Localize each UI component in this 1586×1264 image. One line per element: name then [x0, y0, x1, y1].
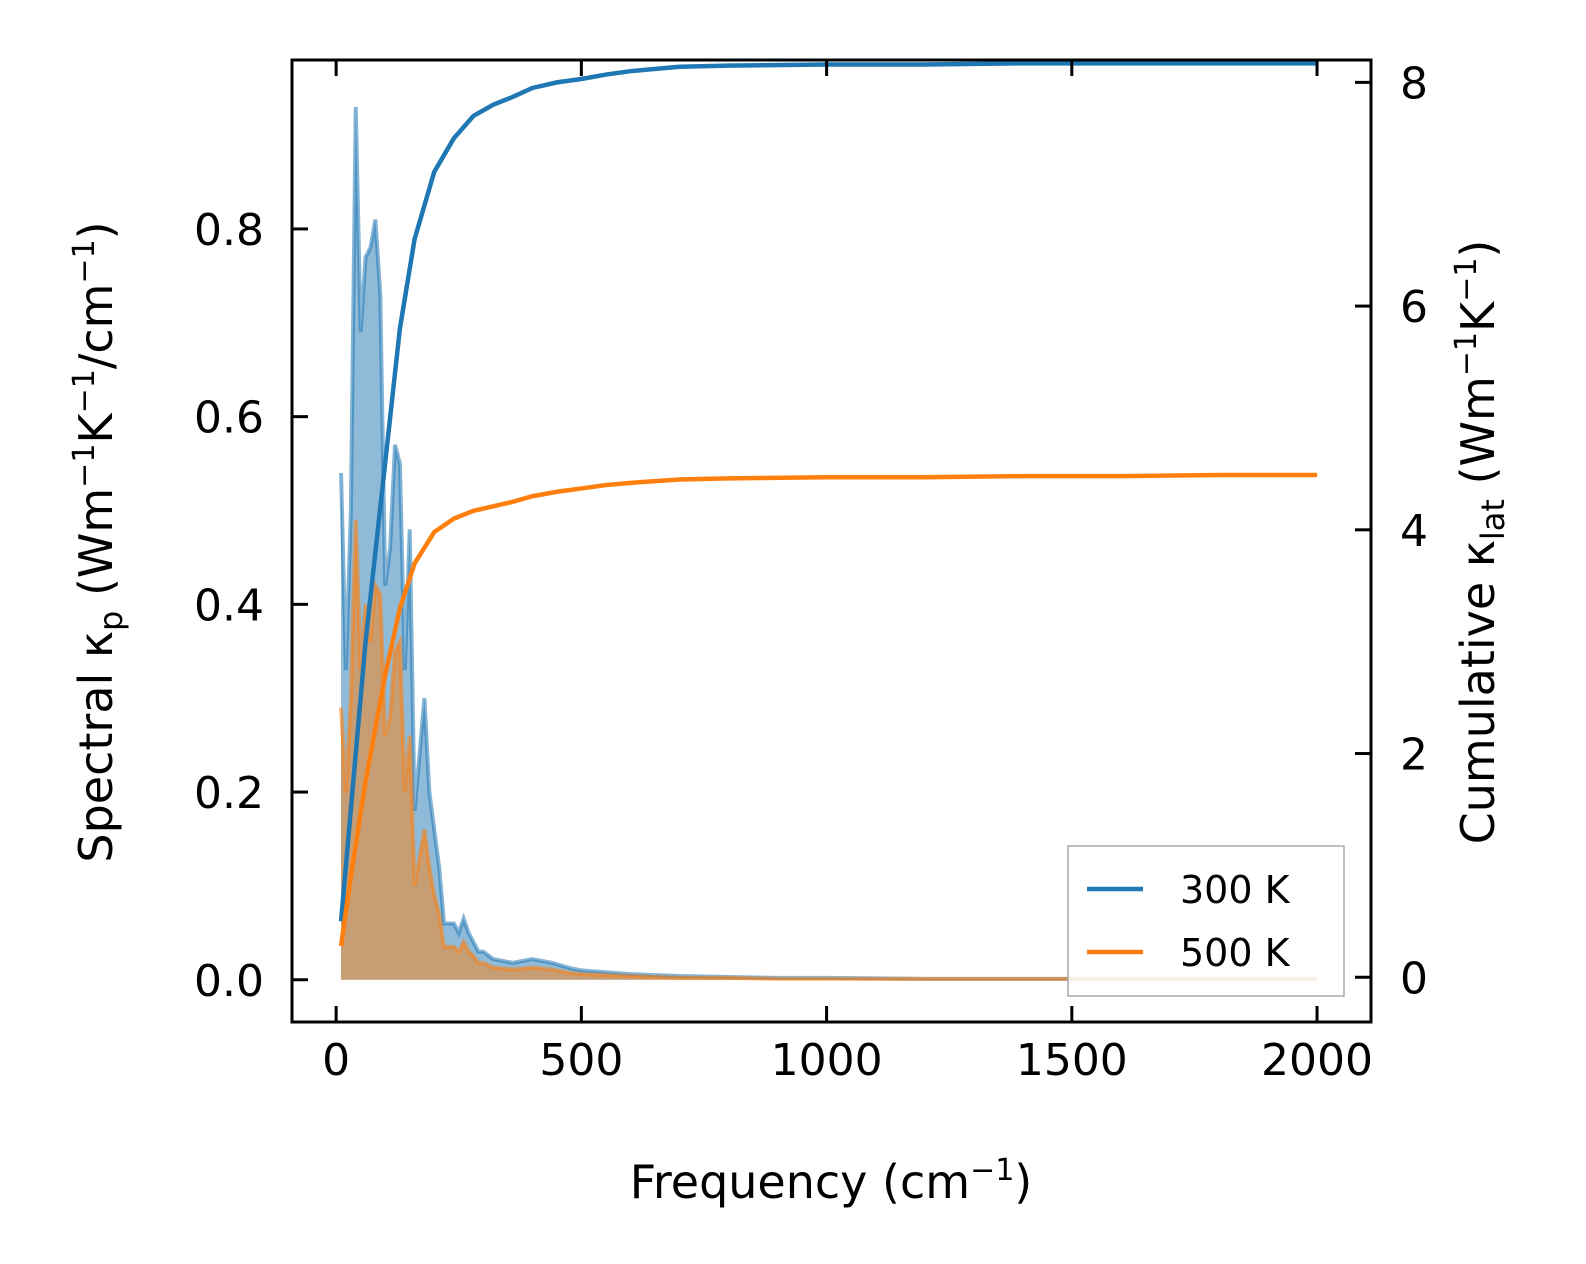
legend: 300 K 500 K — [1067, 845, 1345, 997]
cumulative-line-500k — [338, 472, 1318, 947]
y-left-tick-label-2: 0.4 — [194, 580, 264, 631]
y-left-tick-label-3: 0.6 — [194, 393, 264, 444]
plot-area — [338, 61, 1318, 981]
plot-frame — [290, 58, 1373, 1024]
x-tick-label-1000: 1000 — [771, 1035, 883, 1086]
x-tick-label-1500: 1500 — [1016, 1035, 1128, 1086]
spectral-line-500k — [339, 519, 1318, 981]
y-left-tick-label-4: 0.8 — [194, 205, 264, 256]
y-left-tick-label-1: 0.2 — [194, 768, 264, 819]
y-right-tick-label-4: 8 — [1400, 58, 1428, 109]
x-axis-label: Frequency (cm−1) — [630, 1153, 1033, 1209]
legend-box — [1067, 845, 1345, 997]
x-tick-label-0: 0 — [322, 1035, 350, 1086]
y-axis-left-label: Spectral κp (Wm−1K−1/cm−1) — [67, 221, 130, 862]
y-right-tick-label-3: 6 — [1400, 282, 1428, 333]
axis-ticks: 0 500 1000 1500 2000 0.0 0.2 0.4 0.6 0.8 0 2 4 6 8 — [194, 58, 1428, 1086]
legend-label-500k: 500 K — [1180, 931, 1291, 975]
y-left-tick-label-0: 0.0 — [194, 956, 264, 1007]
legend-label-300k: 300 K — [1180, 868, 1291, 912]
y-right-tick-label-0: 0 — [1400, 953, 1428, 1004]
cumulative-line-300k — [338, 61, 1318, 922]
x-tick-label-500: 500 — [539, 1035, 623, 1086]
x-tick-label-2000: 2000 — [1261, 1035, 1373, 1086]
spectral-fill-500k — [341, 519, 1318, 980]
y-axis-right-label: Cumulative κlat (Wm−1K−1) — [1449, 240, 1512, 845]
y-right-tick-label-2: 4 — [1400, 506, 1428, 557]
y-right-tick-label-1: 2 — [1400, 730, 1428, 781]
spectral-fill-300k — [341, 106, 1318, 980]
